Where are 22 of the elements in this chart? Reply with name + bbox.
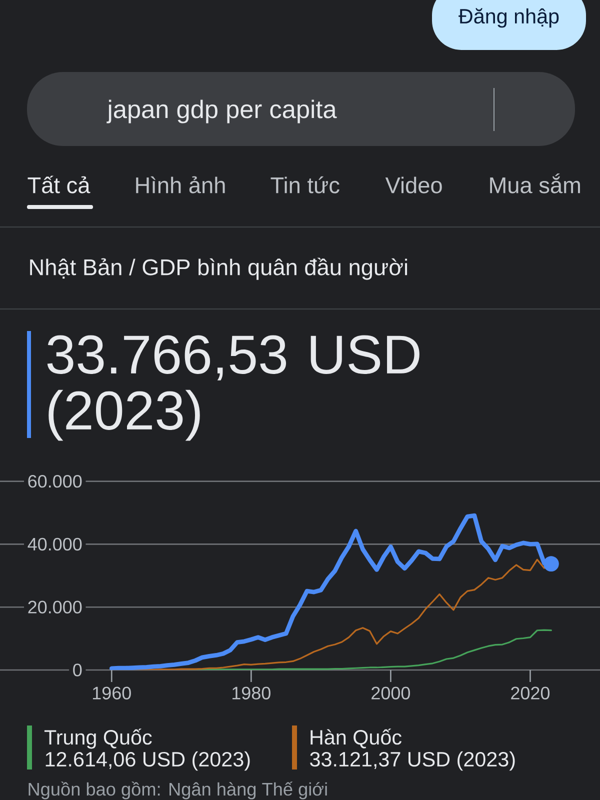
text: 33.121,37 USD (2023)	[310, 751, 515, 771]
legend-label: Hàn Quốc	[310, 728, 402, 748]
text: Mua sắm	[490, 173, 580, 194]
y-tick-label: 60.000	[28, 474, 82, 488]
chart-title: Nhật Bản / GDP bình quân đầu người	[30, 258, 408, 280]
x-tick-label: 2020	[511, 686, 550, 700]
text: japan gdp per capita	[106, 100, 337, 124]
text: Nguồn bao gồm: Ngân hàng Thế giới	[28, 782, 327, 800]
text: Video	[385, 176, 442, 194]
text: Hình ảnh	[136, 176, 225, 194]
y-tick-label: 40.000	[28, 538, 82, 551]
x-tick-label: 1980	[232, 686, 270, 700]
y-tick-label: 0	[73, 664, 82, 676]
x-tick-label: 1960	[92, 686, 131, 700]
text: Đăng nhập	[458, 8, 559, 28]
text: 12.614,06 USD (2023)	[46, 751, 250, 771]
legend-label: Trung Quốc	[44, 728, 152, 749]
text: Tin tức	[270, 176, 340, 194]
x-tick-label: 2000	[372, 686, 410, 700]
y-tick-label: 20.000	[28, 600, 82, 614]
text: Tất cả	[28, 176, 90, 194]
chart-subtitle: 33.766,53 USD (2023)	[47, 335, 420, 441]
